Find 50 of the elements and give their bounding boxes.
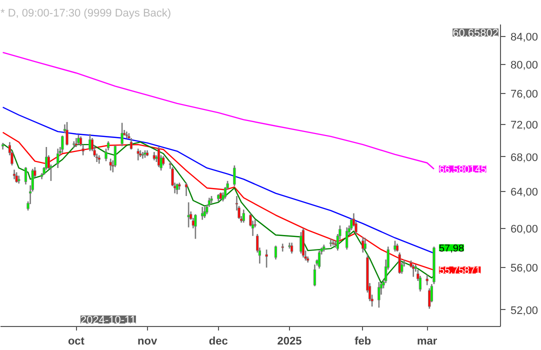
annotation: 57,98: [438, 243, 464, 254]
data-label: 66,580145: [438, 164, 487, 176]
candlestick: [187, 202, 190, 228]
candlestick: [281, 243, 284, 252]
candlestick: [203, 206, 206, 219]
candlestick: [88, 133, 92, 152]
x-tick-label: dec: [208, 336, 228, 348]
x-tick-label: mar: [417, 336, 438, 348]
y-tick-label: 52,00: [510, 304, 538, 317]
annotation: 60,65802: [452, 28, 499, 40]
candlestick: [109, 158, 112, 172]
candlestick: [77, 134, 80, 146]
y-tick-label: 68,00: [510, 152, 538, 164]
candlestick: [162, 155, 165, 166]
candlestick: [364, 237, 367, 250]
y-tick-label: 72,00: [510, 119, 538, 132]
candlestick: [12, 169, 16, 180]
candlestick: [290, 242, 294, 254]
candlestick: [56, 148, 60, 169]
data-label: 55,75871: [438, 266, 482, 277]
x-tick-label: feb: [354, 336, 372, 348]
y-tick-label: 84,00: [510, 32, 538, 44]
y-tick-label: 76,00: [510, 88, 538, 101]
x-tick-label: 2025: [277, 336, 302, 348]
candlestick: [184, 182, 188, 197]
candlestick: [318, 250, 321, 270]
candlestick: [233, 164, 236, 187]
y-tick-label: 56,00: [510, 262, 538, 275]
candlestick: [274, 244, 278, 260]
candlestick: [136, 148, 140, 161]
candlestick: [362, 236, 364, 254]
x-tick-label: oct: [68, 336, 85, 348]
x-tick-label: nov: [138, 336, 158, 348]
candlestick: [426, 274, 428, 286]
candlestick: [300, 231, 302, 254]
candlestick: [24, 166, 28, 186]
y-tick-label: 60,00: [510, 223, 538, 236]
chart-title: * D, 09:00-17:30 (9999 Days Back): [0, 8, 172, 20]
candlestick: [15, 172, 18, 184]
line-series: [2, 52, 435, 170]
candlestick: [378, 281, 380, 308]
annotation: 2024-10-11: [80, 314, 136, 326]
y-tick-label: 64,00: [510, 186, 538, 199]
y-tick-label: 80,00: [510, 59, 538, 72]
candlestick: [428, 288, 431, 310]
candlestick: [394, 240, 396, 252]
candlestick: [265, 248, 268, 268]
candlestick: [130, 137, 133, 150]
candlestick: [345, 226, 348, 250]
candlestick: [313, 264, 316, 287]
